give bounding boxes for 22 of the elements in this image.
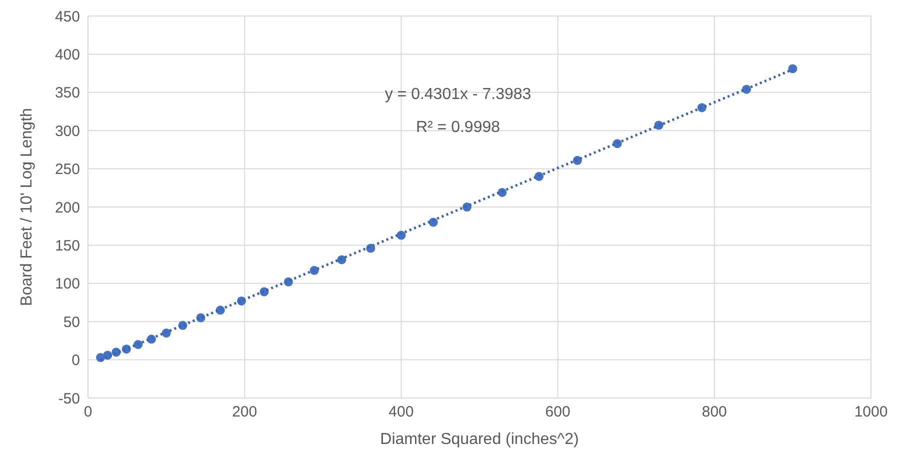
y-tick-label: 150 — [54, 238, 80, 255]
x-tick-label: 0 — [84, 404, 92, 421]
y-tick-label: 50 — [63, 314, 80, 331]
y-tick-label: 400 — [54, 46, 80, 64]
y-tick-label: 100 — [54, 276, 80, 293]
y-tick-label: -50 — [58, 390, 80, 408]
y-tick-label: 0 — [72, 352, 80, 370]
annotation: R² = 0.9998 — [414, 119, 502, 137]
point — [788, 64, 798, 74]
x-tick-label: 400 — [388, 404, 414, 421]
y-tick-label: 200 — [54, 199, 80, 216]
y-tick-label: 250 — [54, 161, 80, 178]
x-axis-title: Diamter Squared (inches^2) — [380, 431, 579, 448]
x-tick-label: 600 — [545, 404, 570, 421]
y-tick-label: 450 — [54, 8, 80, 26]
x-tick-label: 200 — [232, 404, 258, 421]
x-tick-label: 800 — [702, 404, 727, 421]
y-tick-label: 300 — [54, 122, 80, 140]
annotation: y = 0.4301x - 7.3983 — [384, 86, 532, 104]
y-axis-title: Board Feet / 10' Log Length — [18, 108, 36, 306]
y-tick-label: 350 — [54, 84, 80, 102]
x-tick-label: 1000 — [854, 404, 888, 421]
